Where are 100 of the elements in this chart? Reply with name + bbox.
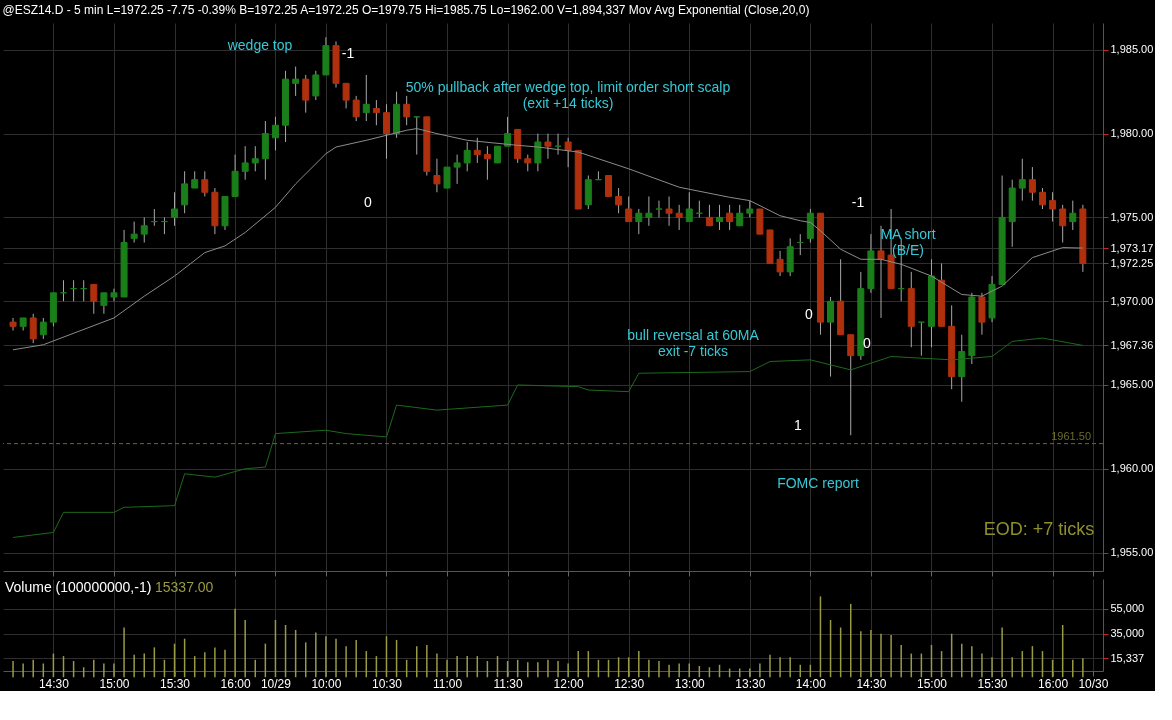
candlestick: [847, 334, 855, 436]
candlestick: [171, 191, 179, 227]
candlestick: [1018, 158, 1026, 202]
annotation: wedge top: [226, 37, 293, 53]
candlestick: [655, 200, 663, 218]
x-tick-label: 14:30: [856, 676, 887, 691]
candlestick: [362, 74, 370, 122]
chart-title: Volume (100000000,-1): [5, 579, 152, 595]
candlestick: [625, 195, 633, 223]
annotation: 0: [805, 306, 814, 322]
x-tick-label: 13:00: [674, 676, 706, 691]
candlestick: [9, 317, 17, 332]
candlestick: [372, 99, 380, 126]
candlestick: [251, 145, 259, 172]
x-tick-label: 15:30: [160, 676, 191, 691]
candlestick: [665, 195, 673, 227]
x-tick-label: 13:30: [735, 676, 766, 691]
annotation: FOMC report: [777, 475, 859, 491]
y-tick-label: 1,967.36: [1110, 338, 1154, 351]
candlestick: [635, 208, 643, 235]
candlestick: [100, 292, 108, 315]
candlestick: [352, 95, 360, 122]
y-tick-label: 1,965.00: [1110, 378, 1154, 391]
candlestick: [181, 170, 189, 214]
x-tick-label: 10:30: [371, 676, 403, 691]
chart-subtitle: 15337.00: [155, 579, 214, 595]
ref-line-label: 1961.50: [1051, 429, 1091, 442]
annotation: 1: [794, 417, 803, 433]
candlestick: [736, 204, 744, 227]
candlestick: [827, 296, 835, 378]
annotation: EOD: +7 ticks: [983, 519, 1095, 539]
candlestick: [201, 170, 209, 197]
candlestick: [716, 204, 724, 231]
x-tick-label: 10/30: [1078, 676, 1109, 691]
y-tick-label: 1,985.00: [1110, 43, 1154, 56]
candlestick: [776, 250, 784, 277]
candlestick: [1049, 191, 1057, 223]
candlestick: [292, 66, 300, 97]
candlestick: [271, 116, 279, 151]
chart-title: @ESZ14.D - 5 min L=1972.25 -7.75 -0.39% B=1972.25 A=1972.25 O=1979.75 Hi=1985.75 Lo=1962.00 V=1,894,337 Mov Avg Exponential (Close,20,0): [2, 3, 810, 17]
candlestick: [302, 74, 310, 114]
x-tick-label: 15:00: [916, 676, 948, 691]
annotation: bull reversal at 60MA exit -7 ticks: [627, 327, 760, 359]
y-tick-label: 1,980.00: [1110, 127, 1154, 140]
candlestick: [312, 70, 320, 101]
candlestick: [473, 137, 481, 164]
x-tick-label: 10:00: [311, 676, 342, 691]
candlestick: [29, 313, 37, 344]
x-tick-label: 12:00: [553, 676, 584, 691]
candlestick: [675, 204, 683, 231]
candlestick: [615, 187, 623, 214]
annotation: -1: [341, 45, 355, 61]
candlestick: [443, 166, 451, 189]
candlestick: [241, 145, 249, 181]
candlestick: [534, 133, 542, 172]
candlestick: [504, 116, 512, 147]
x-tick-label: 15:30: [977, 676, 1008, 691]
candlestick: [110, 288, 118, 302]
candlestick: [463, 141, 471, 172]
candlestick: [605, 175, 613, 197]
candlestick: [342, 82, 350, 109]
candlestick: [1038, 187, 1046, 210]
candlestick: [140, 216, 148, 244]
candlestick: [645, 195, 653, 227]
candlestick: [1028, 166, 1036, 202]
candlestick: [726, 204, 734, 231]
x-tick-label: 10/29: [260, 676, 292, 691]
y-tick-label: 1,955.00: [1110, 546, 1154, 559]
y-tick-label: 1,975.00: [1110, 210, 1154, 223]
x-tick-label: 16:00: [1038, 676, 1069, 691]
candlestick: [453, 154, 461, 185]
x-tick-label: 15:00: [99, 676, 130, 691]
candlestick: [544, 133, 552, 160]
candlestick: [685, 191, 693, 223]
candlestick: [403, 95, 411, 126]
candlestick: [705, 204, 713, 227]
candlestick: [917, 321, 925, 357]
candlestick: [382, 103, 390, 160]
y-tick-label: 1,960.00: [1110, 462, 1154, 475]
x-tick-label: 11:30: [493, 676, 523, 691]
candlestick: [39, 317, 47, 340]
candlestick: [564, 137, 572, 168]
x-tick-label: 12:30: [614, 676, 645, 691]
y-tick-label: 1,972.25: [1110, 256, 1154, 269]
y-tick-label: 35,000: [1110, 627, 1145, 640]
y-tick-label: 15,337: [1110, 651, 1145, 664]
x-tick-label: 14:00: [795, 676, 827, 691]
x-tick-label: 16:00: [220, 676, 251, 691]
candlestick: [483, 145, 491, 181]
annotation: -1: [851, 194, 865, 210]
candlestick: [90, 283, 98, 315]
x-tick-label: 14:30: [38, 676, 70, 691]
annotation: 50% pullback after wedge top, limit order short scalp (exit +14 ticks): [405, 79, 731, 111]
y-tick-label: 1,973.17: [1110, 241, 1154, 254]
candlestick: [1069, 200, 1077, 231]
y-tick-label: 55,000: [1110, 602, 1145, 615]
annotation: 0: [863, 335, 872, 351]
candlestick: [130, 221, 138, 244]
candlestick: [1059, 204, 1067, 244]
annotation: 0: [364, 194, 373, 210]
